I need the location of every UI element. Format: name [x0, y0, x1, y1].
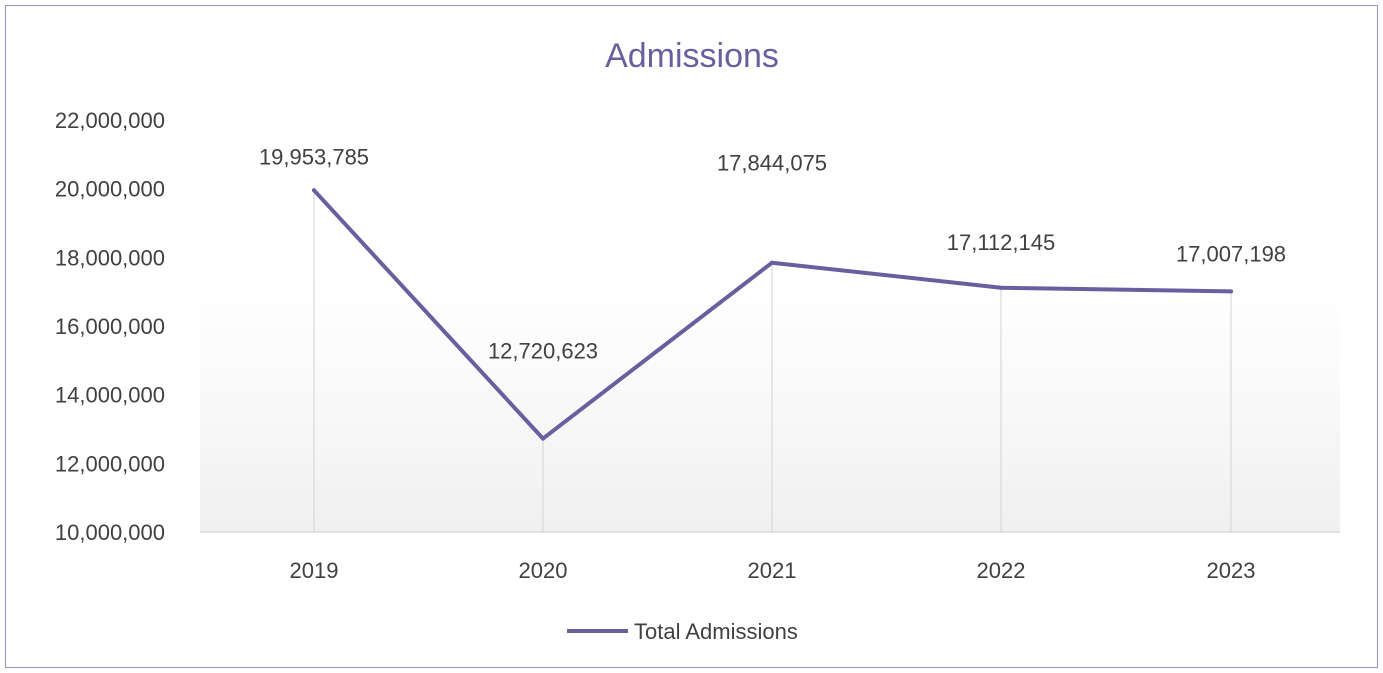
data-point [541, 436, 545, 441]
data-point [999, 285, 1003, 290]
data-labels: 19,953,785 12,720,623 17,844,075 17,112,145… [259, 144, 1286, 363]
y-tick-label: 14,000,000 [55, 383, 165, 408]
y-tick-label: 20,000,000 [55, 177, 165, 202]
x-tick-label: 2022 [977, 558, 1026, 583]
data-label: 17,112,145 [947, 230, 1055, 255]
data-point [1229, 289, 1233, 294]
legend-label-total-admissions: Total Admissions [634, 619, 798, 644]
y-tick-label: 12,000,000 [55, 451, 165, 476]
x-tick-label: 2023 [1207, 558, 1256, 583]
data-label: 17,007,198 [1176, 241, 1286, 266]
data-label: 12,720,623 [488, 339, 598, 364]
x-tick-label: 2021 [748, 558, 797, 583]
y-tick-label: 16,000,000 [55, 314, 165, 339]
data-label: 17,844,075 [717, 151, 827, 176]
x-axis: 2019 2020 2021 2022 2023 [290, 558, 1256, 583]
data-label: 19,953,785 [259, 144, 369, 169]
chart-title: Admissions [605, 37, 779, 75]
x-tick-label: 2020 [519, 558, 568, 583]
y-tick-label: 10,000,000 [55, 520, 165, 545]
y-axis: 10,000,000 12,000,000 14,000,000 16,000,000… [55, 108, 165, 545]
y-tick-label: 22,000,000 [55, 108, 165, 133]
legend: Total Admissions [567, 619, 798, 644]
drop-lines [313, 190, 1232, 532]
y-tick-label: 18,000,000 [55, 245, 165, 270]
x-tick-label: 2019 [290, 558, 339, 583]
plot-area-background [200, 275, 1340, 532]
series-group [312, 188, 1233, 441]
data-point [312, 188, 316, 193]
data-point [770, 260, 774, 265]
